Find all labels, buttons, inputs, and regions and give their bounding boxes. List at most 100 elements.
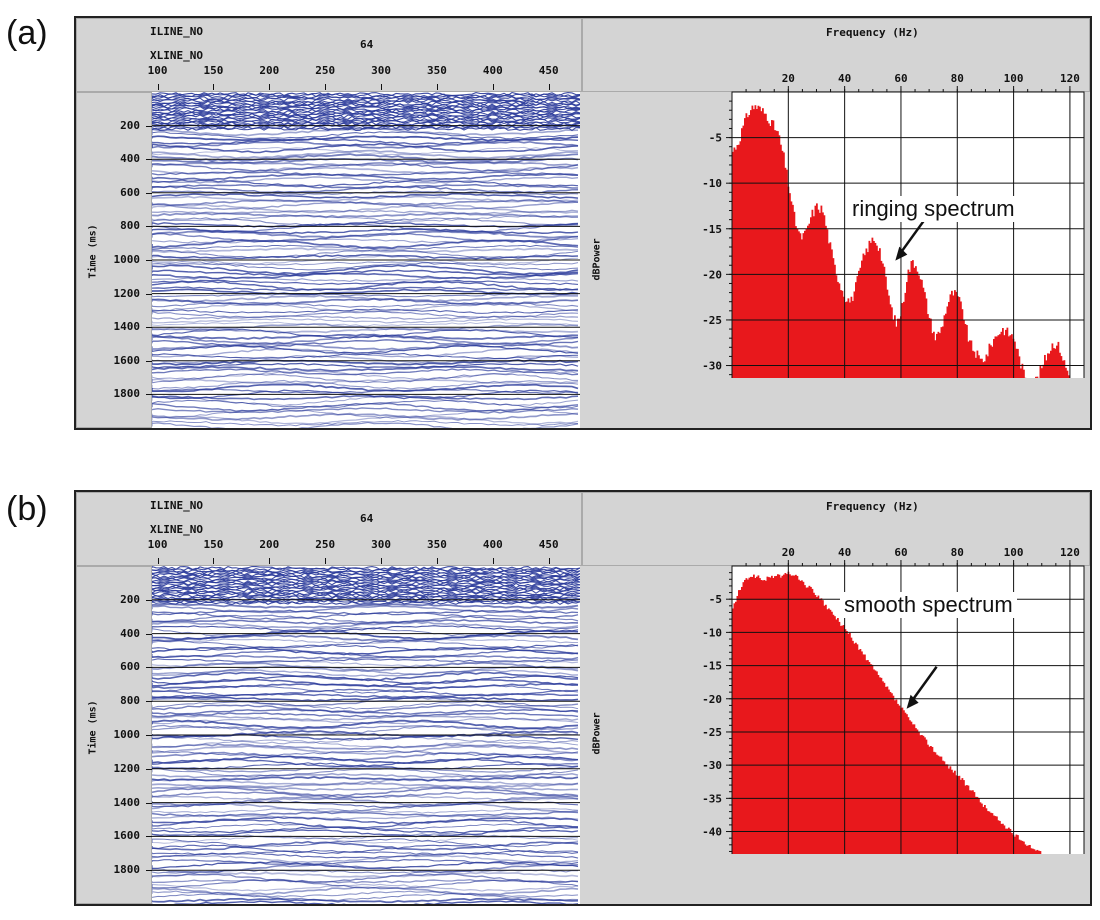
seismic-reflector: [152, 269, 579, 277]
spectrum-bar: [978, 798, 980, 854]
spectrum-y-tick-label: -30: [702, 360, 722, 373]
seismic-reflector: [152, 625, 579, 632]
seismic-reflector: [152, 203, 579, 214]
spectrum-bar: [811, 209, 814, 378]
spectrum-header-a: [582, 18, 1090, 92]
spectrum-bar: [804, 585, 806, 854]
time-tick-label: 800: [120, 694, 140, 708]
spectrum-bar: [843, 296, 845, 378]
seismic-reflector: [152, 301, 579, 308]
spectrum-bar: [894, 315, 896, 378]
seismic-reflector: [152, 334, 579, 345]
time-axis-label-a: Time (ms): [87, 224, 99, 279]
spectrum-bar: [771, 120, 773, 378]
spectrum-bar: [798, 231, 800, 378]
spectrum-bar: [766, 576, 769, 854]
spectrum-bar: [816, 203, 818, 378]
seismic-reflector: [152, 600, 580, 606]
xline-tick: [492, 84, 494, 90]
seismic-reflector: [152, 786, 579, 797]
seismic-reflector: [152, 574, 580, 579]
xline-tick-label: 250: [315, 538, 336, 551]
xline-tick: [548, 558, 550, 564]
spectrum-bar: [817, 595, 820, 854]
seismic-reflector: [152, 110, 580, 115]
spectrum-bar: [1015, 834, 1018, 854]
panel-label-a: (a): [6, 14, 48, 52]
spectrum-bar: [888, 689, 890, 854]
spectrum-bar: [931, 333, 934, 378]
spectrum-bar: [825, 225, 827, 378]
seismic-reflector: [152, 173, 579, 181]
spectrum-y-tick-label: -15: [702, 660, 722, 673]
spectrum-bar: [753, 574, 755, 854]
spectrum-bar: [924, 737, 926, 854]
seismic-reflector: [152, 575, 580, 580]
spectrum-xlabel-b: Frequency (Hz): [826, 500, 919, 513]
spectrum-bar: [946, 306, 949, 378]
xline-tick-label: 350: [426, 64, 447, 77]
time-tick-label: 200: [120, 118, 140, 132]
spectrum-bar: [1009, 828, 1012, 854]
figure-panel-b: ILINE_NO XLINE_NO 64 100 150 200 250 300 350 4…: [74, 490, 1092, 906]
spectrum-bar: [996, 336, 998, 378]
spectrum-bar: [778, 574, 781, 854]
spectrum-y-tick-label: -25: [702, 726, 722, 739]
seismic-image-b: [152, 566, 580, 904]
spectrum-bar: [828, 243, 830, 378]
spectrum-bar: [1008, 336, 1010, 378]
seismic-reflector: [152, 893, 579, 902]
spectrum-bar: [1039, 365, 1042, 378]
xline-tick-label: 200: [259, 538, 280, 551]
spectrum-bar: [994, 336, 997, 378]
seismic-reflector: [152, 146, 579, 156]
seismic-reflector: [152, 379, 579, 390]
seismic-reflector: [152, 644, 579, 652]
spectrum-bar: [835, 619, 838, 854]
seismic-reflector: [152, 166, 579, 175]
spectrum-bar: [786, 169, 788, 378]
spectrum-bar: [837, 281, 839, 378]
seismic-reflector: [152, 879, 579, 890]
figure-panel-a: ILINE_NO XLINE_NO 64 100 150 200 250 300 350 4…: [74, 16, 1092, 430]
time-tick: [146, 125, 152, 127]
spectrum-bar: [784, 167, 787, 378]
time-tick: [146, 260, 152, 261]
spectrum-bar: [793, 575, 796, 854]
spectrum-bar: [897, 318, 899, 378]
seismic-reflector: [152, 176, 579, 184]
spectrum-bar: [1038, 850, 1040, 854]
spectrum-bar: [796, 229, 799, 378]
spectrum-bar: [840, 290, 842, 378]
spectrum-bar: [760, 579, 763, 854]
time-tick: [146, 394, 152, 396]
seismic-reflector: [152, 897, 579, 904]
xline-tick: [436, 84, 438, 90]
spectrum-bar: [961, 778, 964, 854]
spectrum-bar: [810, 586, 812, 854]
seismic-reflector: [152, 92, 580, 97]
seismic-reflector: [152, 592, 580, 597]
spectrum-bar: [823, 215, 826, 378]
seismic-reflector: [152, 339, 579, 348]
seismic-reflector: [152, 818, 579, 829]
seismic-reflector: [152, 293, 579, 298]
xline-tick: [157, 558, 159, 564]
spectrum-bar: [1066, 370, 1069, 378]
spectrum-bar: [745, 113, 748, 378]
time-tick-label: 1600: [113, 829, 141, 843]
seismic-reflector: [152, 323, 579, 332]
spectrum-x-tick-label: 20: [782, 72, 795, 85]
spectrum-bar: [823, 605, 826, 854]
spectrum-bar: [999, 334, 1001, 378]
spectrum-bar: [939, 333, 941, 378]
xline-tick: [381, 84, 383, 90]
seismic-reflector: [152, 811, 579, 817]
seismic-reflector: [152, 654, 579, 660]
spectrum-bar: [862, 253, 865, 378]
spectrum-bar: [777, 574, 779, 854]
time-tick-label: 600: [120, 185, 140, 199]
xline-label-a: XLINE_NO: [150, 49, 203, 62]
iline-label-a: ILINE_NO: [150, 25, 203, 38]
spectrum-bar: [792, 575, 794, 854]
